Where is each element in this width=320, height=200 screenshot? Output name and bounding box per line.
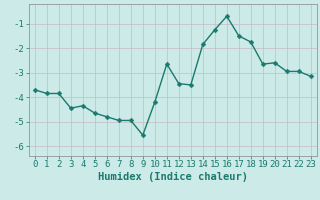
X-axis label: Humidex (Indice chaleur): Humidex (Indice chaleur) xyxy=(98,172,248,182)
